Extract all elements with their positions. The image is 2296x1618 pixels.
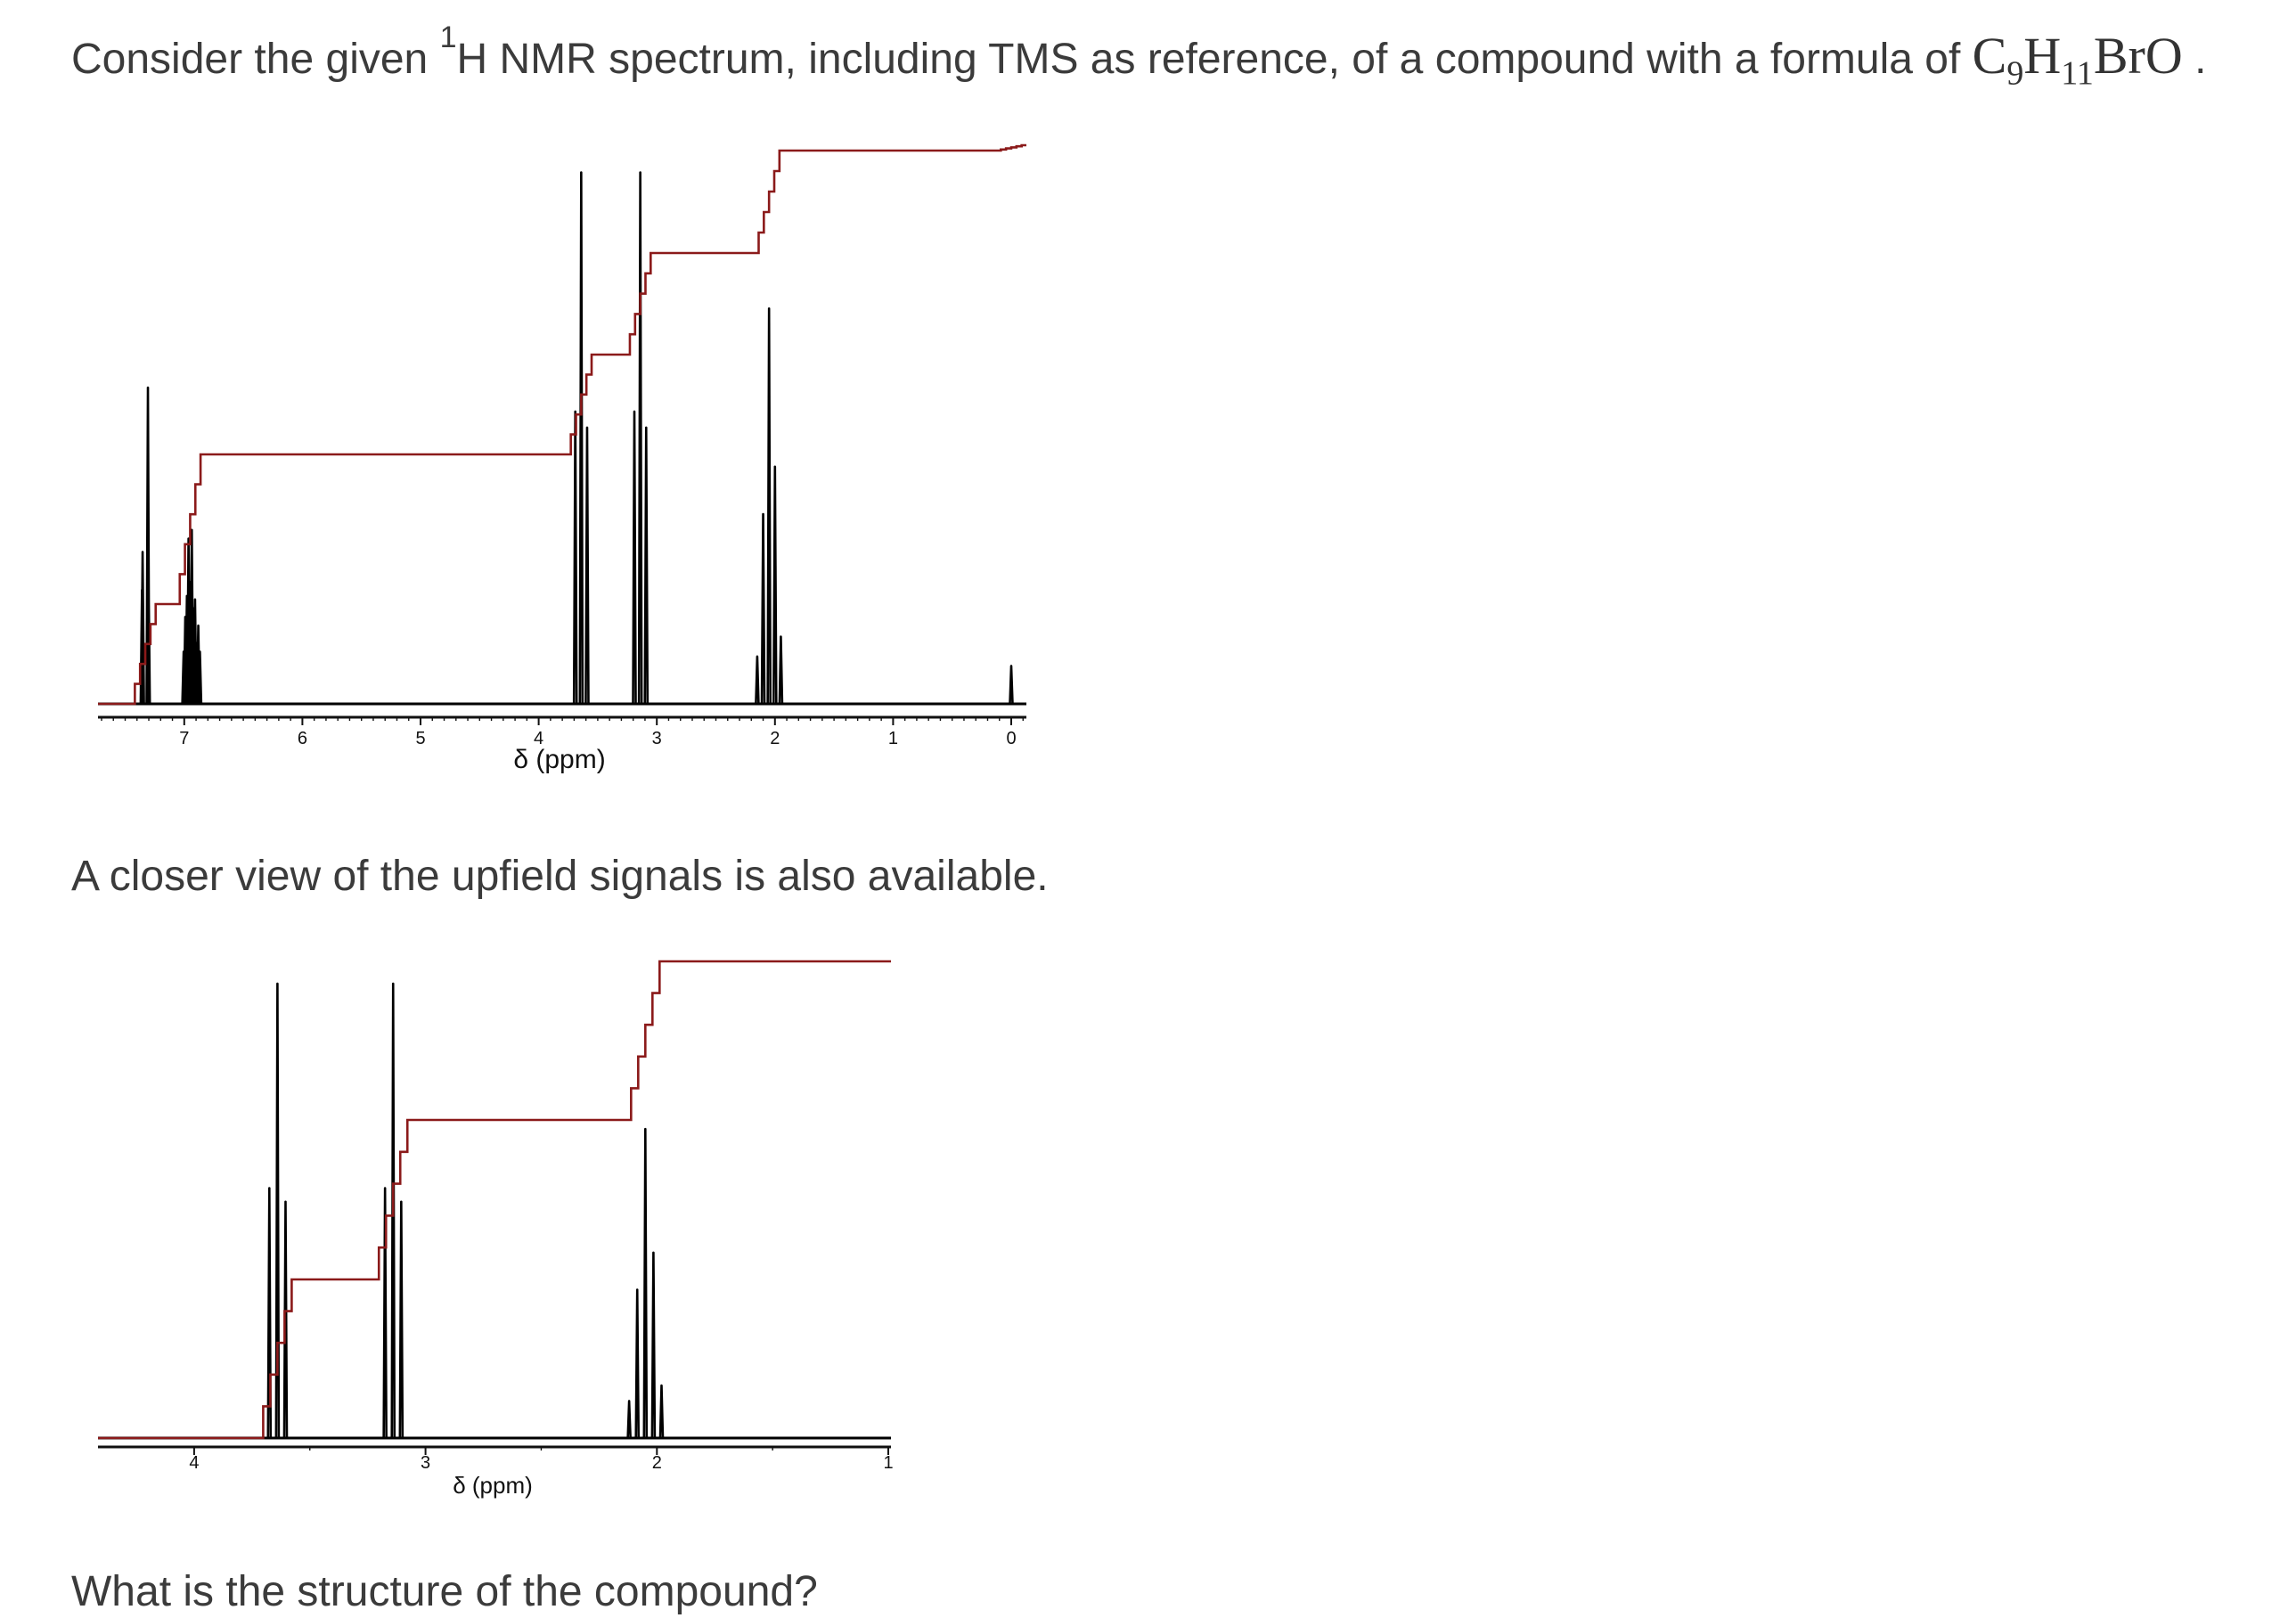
tick-label: 3 — [421, 1453, 430, 1473]
chart-upfield-plot: 4 3 2 1 δ (ppm) — [98, 960, 894, 1499]
tick-label: 2 — [770, 729, 780, 748]
tick-label: 5 — [415, 729, 425, 748]
tick-label: 1 — [888, 729, 898, 748]
tick-label: 6 — [298, 729, 307, 748]
question-intro: Consider the given 1H NMR spectrum, incl… — [71, 20, 2207, 94]
intro-rest: H NMR spectrum, including TMS as referen… — [456, 36, 1973, 83]
tick-label: 7 — [179, 729, 189, 748]
isotope-superscript: 1 — [439, 20, 457, 54]
tick-label: 4 — [189, 1453, 199, 1473]
x-axis-label: δ (ppm) — [453, 1472, 533, 1499]
tick-label: 3 — [652, 729, 662, 748]
chart-full-plot: 7 6 5 4 3 2 1 0 δ (ppm) — [98, 143, 1026, 774]
tick-label: 4 — [534, 729, 543, 748]
intro-period: . — [2194, 36, 2207, 83]
middle-text: A closer view of the upfield signals is … — [71, 853, 1049, 900]
x-axis-label: δ (ppm) — [513, 745, 605, 774]
tick-label: 0 — [1006, 729, 1016, 748]
tick-label: 1 — [883, 1453, 893, 1473]
bottom-question-cut: What is the structure of the compound? — [71, 1568, 818, 1615]
molecular-formula: C9H11BrO — [1972, 27, 2183, 93]
nmr-spectrum-full: 7 6 5 4 3 2 1 0 δ (ppm) 4 3 2 1 δ (ppm) — [98, 143, 1026, 1499]
tick-label: 2 — [652, 1453, 662, 1473]
intro-prefix: Consider the given — [71, 36, 440, 83]
